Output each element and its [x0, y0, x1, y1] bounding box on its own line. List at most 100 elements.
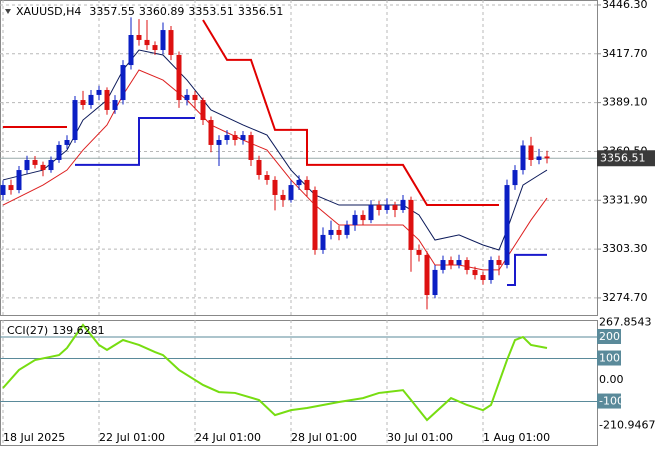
- candle-body: [448, 260, 454, 265]
- candle-body: [472, 269, 478, 276]
- indicator-line: [2, 69, 548, 271]
- candle-body: [48, 159, 54, 171]
- candle-body: [360, 214, 366, 221]
- candle-body: [520, 145, 526, 171]
- candle-body: [40, 164, 46, 171]
- candle-body: [496, 260, 502, 265]
- candle-body: [120, 65, 126, 101]
- candle-body: [384, 205, 390, 210]
- candle-body: [112, 100, 118, 110]
- candle-body: [336, 229, 342, 235]
- candle-body: [264, 175, 270, 180]
- candle-body: [320, 234, 326, 250]
- indicator-line: [75, 116, 547, 286]
- candle-body: [128, 35, 134, 66]
- candle-body: [400, 199, 406, 210]
- candle-body: [480, 275, 486, 280]
- close-price: 3356.51: [238, 5, 284, 18]
- candle-body: [144, 39, 150, 46]
- candle-body: [152, 45, 158, 51]
- indicator-name: CCI(27): [7, 324, 48, 337]
- candle-body: [56, 144, 62, 160]
- y-tick-label: -210.9467: [599, 418, 655, 431]
- candle-body: [488, 260, 494, 280]
- candle-body: [0, 185, 6, 195]
- candle-body: [368, 205, 374, 221]
- y-tick-label: 100: [599, 352, 620, 365]
- candle-body: [432, 269, 438, 296]
- candle-body: [504, 185, 510, 265]
- level-label-box: [597, 350, 621, 366]
- candle-body: [88, 94, 94, 105]
- candle-body: [64, 140, 70, 145]
- candle-body: [72, 100, 78, 140]
- y-tick-label: -100: [599, 395, 624, 408]
- x-tick-label: 1 Aug 01:00: [483, 431, 550, 444]
- y-tick-label: 267.8543: [599, 315, 652, 328]
- y-tick-label: 0.00: [599, 373, 624, 386]
- candle-body: [136, 35, 142, 40]
- candle-body: [248, 135, 254, 160]
- candle-body: [208, 120, 214, 145]
- level-label-box: [597, 393, 621, 409]
- candle-body: [24, 159, 30, 171]
- y-tick-label: 3331.90: [602, 193, 648, 206]
- candle-body: [160, 30, 166, 51]
- candle-body: [328, 229, 334, 235]
- candle-body: [200, 100, 206, 121]
- candle-body: [312, 190, 318, 250]
- x-tick-label: 22 Jul 01:00: [99, 431, 165, 444]
- candle-body: [240, 135, 246, 140]
- candle-body: [408, 199, 414, 250]
- candle-body: [216, 140, 222, 145]
- candle-body: [184, 94, 190, 101]
- candle-body: [376, 205, 382, 210]
- high-price: 3360.89: [139, 5, 185, 18]
- x-tick-label: 28 Jul 01:00: [291, 431, 357, 444]
- candle-body: [168, 30, 174, 55]
- candle-body: [8, 185, 14, 191]
- candle-body: [96, 89, 102, 95]
- candle-body: [344, 225, 350, 235]
- candle-body: [16, 170, 22, 191]
- y-tick-label: 3303.30: [602, 242, 648, 255]
- x-tick-label: 24 Jul 01:00: [195, 431, 261, 444]
- candle-body: [256, 159, 262, 175]
- collapse-icon[interactable]: [5, 9, 11, 14]
- level-label-box: [597, 328, 621, 344]
- candle-body: [440, 260, 446, 270]
- x-tick-label: 30 Jul 01:00: [387, 431, 453, 444]
- candle-body: [296, 179, 302, 186]
- low-price: 3353.51: [188, 5, 234, 18]
- candle-body: [192, 94, 198, 101]
- candle-body: [232, 135, 238, 140]
- candle-body: [528, 145, 534, 160]
- x-tick-label: 18 Jul 2025: [3, 431, 65, 444]
- y-tick-label: 3274.70: [602, 291, 648, 304]
- candle-body: [456, 260, 462, 265]
- candle-body: [512, 170, 518, 186]
- candle-body: [288, 185, 294, 200]
- open-price: 3357.55: [89, 5, 135, 18]
- candle-body: [280, 194, 286, 200]
- candle-body: [416, 249, 422, 255]
- candle-body: [392, 205, 398, 210]
- candle-body: [464, 260, 470, 270]
- last-price-box: [597, 150, 655, 167]
- candle-body: [80, 100, 86, 105]
- panel-frame: [0, 320, 598, 446]
- candle-body: [224, 135, 230, 140]
- chart-header: XAUUSD,H4 3357.55 3360.89 3353.51 3356.51: [16, 5, 283, 18]
- candle-body: [304, 179, 310, 191]
- symbol: XAUUSD,H4: [16, 5, 81, 18]
- candle-body: [424, 254, 430, 296]
- last-price-label: 3356.51: [600, 151, 646, 164]
- candle-body: [176, 54, 182, 101]
- cci-line: [2, 323, 548, 422]
- indicator-value: 139.6281: [52, 324, 105, 337]
- candle-body: [272, 179, 278, 195]
- candle-body: [104, 89, 110, 110]
- candle-body: [544, 156, 550, 159]
